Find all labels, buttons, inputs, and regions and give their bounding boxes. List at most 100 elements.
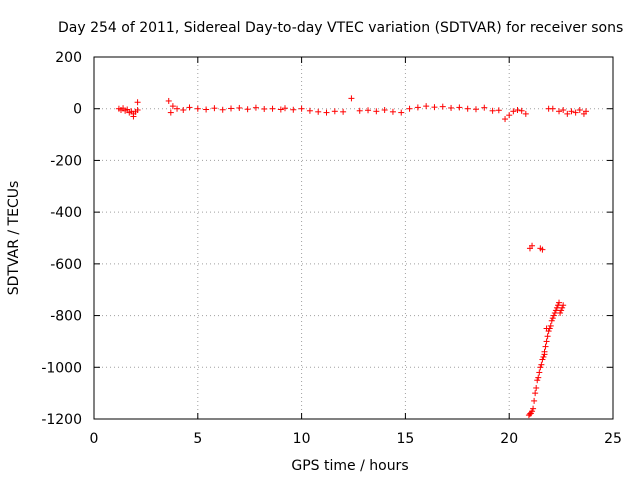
data-point (186, 104, 193, 111)
data-point (244, 106, 251, 113)
plot-frame (93, 56, 614, 420)
x-tick-label: 5 (193, 431, 202, 447)
data-point (423, 103, 430, 110)
chart-title: Day 254 of 2011, Sidereal Day-to-day VTE… (58, 20, 623, 36)
x-axis-label: GPS time / hours (291, 458, 408, 474)
y-tick-label: -600 (50, 257, 82, 273)
data-point (124, 106, 131, 113)
y-tick-label: -400 (50, 205, 82, 221)
data-point (560, 302, 567, 309)
data-point (568, 108, 575, 115)
data-point (356, 107, 363, 114)
data-point (306, 107, 313, 114)
data-point (518, 107, 525, 114)
data-point (544, 333, 551, 340)
data-point (510, 108, 517, 115)
data-point (290, 106, 297, 113)
data-point (556, 108, 563, 115)
data-point (506, 112, 513, 119)
data-point (532, 390, 539, 397)
data-point (514, 107, 521, 114)
y-tick-label: 0 (73, 102, 82, 118)
data-point (228, 105, 235, 112)
data-point (551, 309, 558, 316)
data-point (556, 299, 563, 306)
data-point (236, 104, 243, 111)
y-axis: 200 0 -200 -400 -600 -800 -1000 -1200 (41, 50, 613, 428)
data-point (554, 302, 561, 309)
data-point (576, 107, 583, 114)
data-point (559, 304, 566, 311)
data-point (331, 108, 338, 115)
x-tick-label: 15 (396, 431, 414, 447)
data-point (543, 338, 550, 345)
x-tick-label: 0 (90, 431, 99, 447)
data-point (533, 384, 540, 391)
data-point (269, 105, 276, 112)
data-points (115, 95, 590, 419)
data-point (134, 107, 141, 114)
data-point (529, 242, 536, 249)
data-point (537, 364, 544, 371)
data-point (365, 107, 372, 114)
x-tick-label: 20 (500, 431, 518, 447)
data-point (549, 315, 556, 322)
data-point (165, 97, 172, 104)
data-point (194, 105, 201, 112)
data-point (540, 353, 547, 360)
data-point (539, 356, 546, 363)
data-point (564, 110, 571, 117)
data-point (583, 108, 590, 115)
data-point (180, 107, 187, 114)
data-point (439, 103, 446, 110)
data-point (547, 322, 554, 329)
data-point (298, 105, 305, 112)
data-point (130, 113, 137, 120)
data-point (534, 377, 541, 384)
data-point (530, 405, 537, 412)
data-point (553, 304, 560, 311)
data-point (456, 104, 463, 111)
data-point (389, 108, 396, 115)
data-point (552, 307, 559, 314)
data-point (472, 106, 479, 113)
data-point (529, 408, 536, 415)
data-point (315, 108, 322, 115)
data-point (548, 317, 555, 324)
y-tick-label: -1000 (41, 360, 82, 376)
data-point (431, 104, 438, 111)
data-point (169, 103, 176, 110)
data-point (549, 105, 556, 112)
data-point (538, 361, 545, 368)
data-point (252, 104, 259, 111)
data-point (535, 374, 542, 381)
data-point (489, 107, 496, 114)
data-point (541, 351, 548, 358)
data-point (550, 312, 557, 319)
data-point (572, 109, 579, 116)
x-tick-label: 25 (604, 431, 622, 447)
data-point (481, 104, 488, 111)
data-point (502, 116, 509, 123)
data-point (340, 108, 347, 115)
data-point (348, 95, 355, 102)
data-point (167, 109, 174, 116)
data-point (261, 105, 268, 112)
data-point (134, 99, 141, 106)
data-point (448, 104, 455, 111)
data-point (414, 104, 421, 111)
data-point (281, 105, 288, 112)
grid (94, 57, 613, 419)
data-point (542, 343, 549, 350)
x-axis: 0 5 10 15 20 25 (90, 57, 622, 447)
data-point (536, 369, 543, 376)
data-point (531, 397, 538, 404)
data-point (203, 106, 210, 113)
x-tick-label: 10 (293, 431, 311, 447)
data-point (373, 108, 380, 115)
data-point (539, 246, 546, 253)
data-point (211, 105, 218, 112)
data-point (406, 105, 413, 112)
data-point (522, 110, 529, 117)
